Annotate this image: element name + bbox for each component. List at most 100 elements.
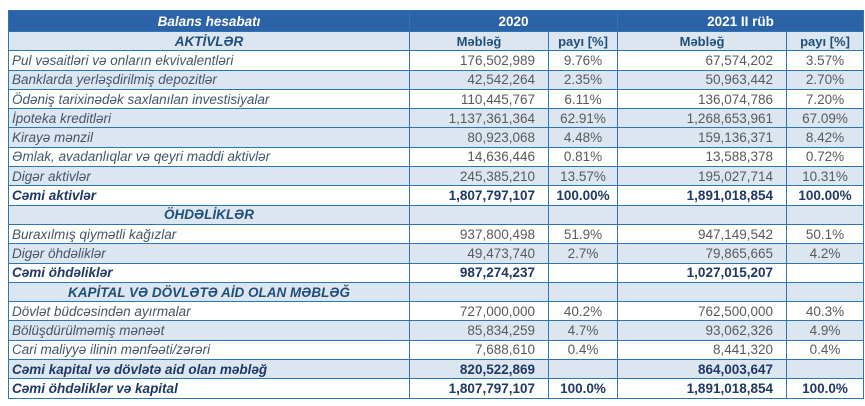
table-row: Cəmi öhdəliklər və kapital 1,807,797,107 1…: [8, 378, 865, 399]
cell-share-2021: 100.00%: [786, 185, 865, 206]
table-row: Kirayə mənzil 80,923,068 4.48% 159,136,371 8…: [8, 127, 865, 148]
cell-share-2020: 9.76%: [547, 50, 619, 71]
table-row: Cəmi kapital və dövlətə aid olan məbləğ 8…: [8, 359, 865, 380]
cell-amount-2021: 947,149,542: [617, 223, 788, 245]
table-row: Buraxılmış qiymətli kağızlar 937,800,498 5…: [8, 223, 865, 245]
cell-share-2020: 40.2%: [547, 301, 619, 322]
cell-share-2020: 2.7%: [547, 243, 619, 264]
cell-amount-2020: 937,800,498: [409, 223, 549, 245]
cell-label: AKTİVLƏR: [8, 30, 410, 52]
cell-share-2021: 2.70%: [786, 69, 865, 90]
cell-share-2021: 4.9%: [786, 320, 865, 341]
table-row: Bölüşdürülməmiş mənəət 85,834,259 4.7% 93,0…: [8, 320, 865, 341]
table-row: Cəmi aktivlər 1,807,797,107 100.00% 1,891,0…: [8, 185, 865, 206]
table-row: Ödəniş tarixinədək saxlanılan investisiy…: [8, 88, 865, 110]
table-row: AKTİVLƏR Məbləğ payı [%] Məbləğ payı [%]: [8, 30, 865, 52]
cell-share-2021: [786, 204, 865, 225]
cell-share-2020: [547, 262, 619, 283]
cell-share-2020: 0.4%: [547, 339, 619, 361]
cell-amount-2021: 864,003,647: [617, 359, 788, 380]
cell-share-2020: 6.11%: [547, 88, 619, 110]
cell-amount-2021: Məbləğ: [617, 30, 788, 52]
cell-amount-2020: 42,542,264: [409, 69, 549, 90]
cell-share-2021: 8.42%: [786, 127, 865, 148]
table-row: Pul vəsaitləri və onların ekvivalentləri…: [8, 50, 865, 71]
cell-label: Digər öhdəliklər: [8, 243, 410, 264]
cell-share-2021: 7.20%: [786, 88, 865, 110]
cell-share-2021: payı [%]: [786, 30, 865, 52]
cell-label: Digər aktivlər: [8, 166, 410, 187]
cell-share-2021: 0.4%: [786, 339, 865, 361]
cell-amount-2020: 85,834,259: [409, 320, 549, 341]
cell-amount-2021: 136,074,786: [617, 88, 788, 110]
cell-share-2021: 3.57%: [786, 50, 865, 71]
cell-amount-2021: 8,441,320: [617, 339, 788, 361]
cell-label: Cəmi öhdəliklər və kapital: [8, 378, 410, 399]
table-row: ÖHDƏLİKLƏR: [8, 204, 865, 225]
table-row: KAPİTAL VƏ DÖVLƏTƏ AİD OLAN MƏBLƏĞ: [8, 281, 865, 303]
cell-share-2020: 62.91%: [547, 108, 619, 129]
cell-share-2020: [547, 359, 619, 380]
cell-amount-2020: 110,445,767: [409, 88, 549, 110]
cell-label: KAPİTAL VƏ DÖVLƏTƏ AİD OLAN MƏBLƏĞ: [8, 281, 410, 303]
cell-label: Kirayə mənzil: [8, 127, 410, 148]
cell-share-2020: 100.0%: [547, 378, 619, 399]
table-row: Cəmi öhdəliklər 987,274,237 1,027,015,207: [8, 262, 865, 283]
cell-amount-2021: 195,027,714: [617, 166, 788, 187]
cell-share-2020: 100.00%: [547, 185, 619, 206]
cell-label: Cəmi öhdəliklər: [8, 262, 410, 283]
cell-amount-2020: 1,807,797,107: [409, 185, 549, 206]
table-row: Digər aktivlər 245,385,210 13.57% 195,027,7…: [8, 166, 865, 187]
cell-share-2020: 4.7%: [547, 320, 619, 341]
cell-amount-2020: 1,807,797,107: [409, 378, 549, 399]
cell-amount-2021: 13,588,378: [617, 146, 788, 168]
cell-label: Ödəniş tarixinədək saxlanılan investisiy…: [8, 88, 410, 110]
cell-share-2020: payı [%]: [547, 30, 619, 52]
cell-label: Bölüşdürülməmiş mənəət: [8, 320, 410, 341]
cell-share-2020: [547, 281, 619, 303]
cell-amount-2021: 159,136,371: [617, 127, 788, 148]
cell-label: ÖHDƏLİKLƏR: [8, 204, 410, 225]
cell-share-2021: 100.0%: [786, 378, 865, 399]
cell-share-2020: 13.57%: [547, 166, 619, 187]
table-row: Əmlak, avadanlıqlar və qeyri maddi aktiv…: [8, 146, 865, 168]
cell-amount-2021: 50,963,442: [617, 69, 788, 90]
table-row: İpoteka kreditləri 1,137,361,364 62.91% 1,2…: [8, 108, 865, 129]
cell-amount-2020: 7,688,610: [409, 339, 549, 361]
table-title: Balans hesabatı: [8, 10, 410, 32]
cell-share-2021: 50.1%: [786, 223, 865, 245]
cell-amount-2020: 1,137,361,364: [409, 108, 549, 129]
cell-amount-2021: 1,891,018,854: [617, 378, 788, 399]
cell-amount-2021: [617, 204, 788, 225]
cell-amount-2020: [409, 204, 549, 225]
table-row: Dövlət büdcəsindən ayırmalar 727,000,000 4…: [8, 301, 865, 322]
cell-label: Əmlak, avadanlıqlar və qeyri maddi aktiv…: [8, 146, 410, 168]
cell-amount-2021: [617, 281, 788, 303]
year-2021-header: 2021 II rüb: [617, 10, 865, 32]
cell-label: Pul vəsaitləri və onların ekvivalentləri: [8, 50, 410, 71]
cell-amount-2021: 1,891,018,854: [617, 185, 788, 206]
cell-amount-2020: 49,473,740: [409, 243, 549, 264]
cell-amount-2020: 80,923,068: [409, 127, 549, 148]
table-title-row: Balans hesabatı 2020 2021 II rüb: [8, 10, 865, 32]
cell-amount-2021: 79,865,665: [617, 243, 788, 264]
cell-amount-2020: 987,274,237: [409, 262, 549, 283]
cell-share-2020: 4.48%: [547, 127, 619, 148]
cell-label: Cəmi kapital və dövlətə aid olan məbləğ: [8, 359, 410, 380]
cell-share-2020: 2.35%: [547, 69, 619, 90]
cell-amount-2020: 245,385,210: [409, 166, 549, 187]
cell-share-2021: 10.31%: [786, 166, 865, 187]
cell-share-2020: 0.81%: [547, 146, 619, 168]
cell-label: Dövlət büdcəsindən ayırmalar: [8, 301, 410, 322]
cell-share-2021: 40.3%: [786, 301, 865, 322]
cell-amount-2021: 1,027,015,207: [617, 262, 788, 283]
cell-label: Cari maliyyə ilinin mənfəəti/zərəri: [8, 339, 410, 361]
cell-share-2020: [547, 204, 619, 225]
cell-label: İpoteka kreditləri: [8, 108, 410, 129]
cell-share-2021: [786, 359, 865, 380]
cell-label: Banklarda yerləşdirilmiş depozitlər: [8, 69, 410, 90]
cell-amount-2020: Məbləğ: [409, 30, 549, 52]
cell-amount-2021: 93,062,326: [617, 320, 788, 341]
table-row: Cari maliyyə ilinin mənfəəti/zərəri 7,688…: [8, 339, 865, 361]
cell-share-2021: 67.09%: [786, 108, 865, 129]
